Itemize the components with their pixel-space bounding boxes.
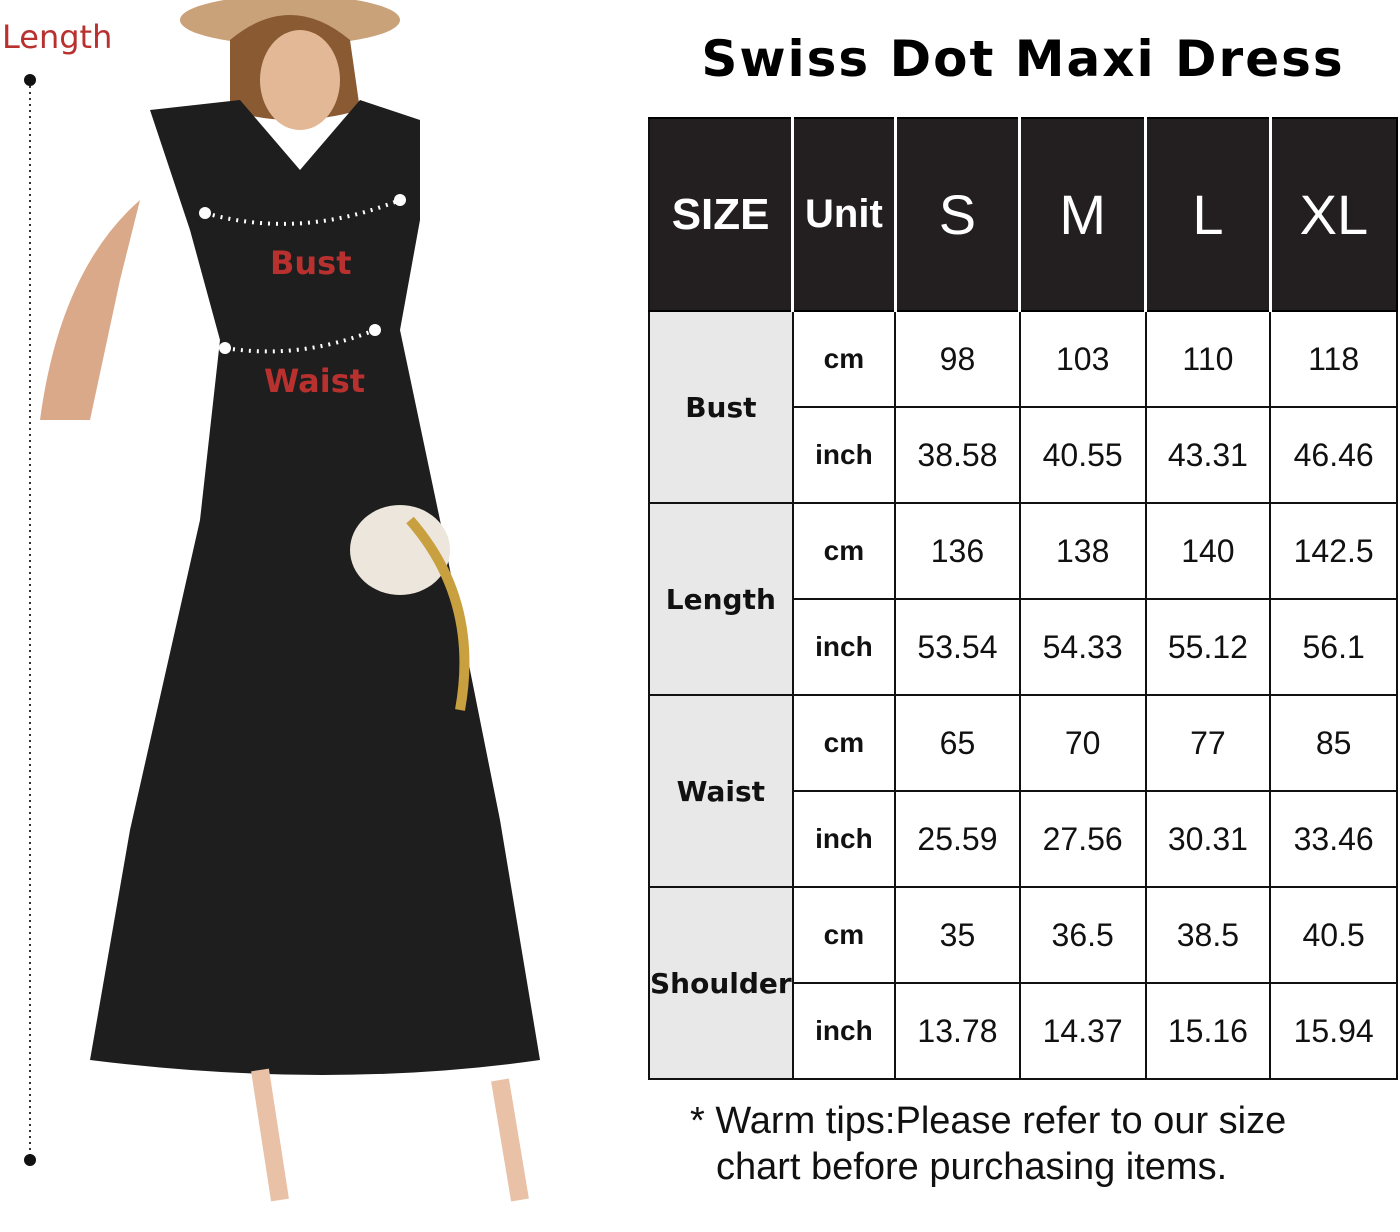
unit-label: inch <box>791 790 897 888</box>
size-value: 138 <box>1018 502 1147 600</box>
tips-line-1: * Warm tips:Please refer to our size <box>690 1100 1287 1142</box>
model-photo <box>0 0 640 1232</box>
size-value: 54.33 <box>1018 598 1147 696</box>
size-value: 33.46 <box>1269 790 1398 888</box>
size-value: 56.1 <box>1269 598 1398 696</box>
unit-label: inch <box>791 406 897 504</box>
size-value: 38.5 <box>1144 886 1272 984</box>
table-row: inch 13.78 14.37 15.16 15.94 <box>649 982 1398 1080</box>
length-label: Length <box>2 18 113 56</box>
measure-label: Shoulder <box>648 886 794 1080</box>
table-row: inch 38.58 40.55 43.31 46.46 <box>649 406 1398 504</box>
waist-label: Waist <box>264 362 366 400</box>
size-value: 40.55 <box>1018 406 1147 504</box>
size-value: 85 <box>1269 694 1398 792</box>
dress <box>90 100 540 1075</box>
size-value: 43.31 <box>1144 406 1272 504</box>
unit-label: cm <box>791 694 897 792</box>
warm-tips: * Warm tips:Please refer to our size cha… <box>690 1098 1286 1190</box>
size-value: 46.46 <box>1269 406 1398 504</box>
unit-label: cm <box>791 310 897 408</box>
size-value: 110 <box>1144 310 1272 408</box>
size-value: 53.54 <box>894 598 1021 696</box>
size-value: 55.12 <box>1144 598 1272 696</box>
size-value: 15.94 <box>1269 982 1398 1080</box>
size-value: 15.16 <box>1144 982 1272 1080</box>
size-value: 14.37 <box>1018 982 1147 1080</box>
size-value: 13.78 <box>894 982 1021 1080</box>
size-value: 40.5 <box>1269 886 1398 984</box>
header-unit: Unit <box>791 117 897 312</box>
size-value: 103 <box>1018 310 1147 408</box>
size-value: 70 <box>1018 694 1147 792</box>
size-value: 77 <box>1144 694 1272 792</box>
header-m: M <box>1018 117 1147 312</box>
bust-label: Bust <box>270 244 352 282</box>
measure-label: Bust <box>648 310 794 504</box>
measure-label: Length <box>648 502 794 696</box>
size-value: 38.58 <box>894 406 1021 504</box>
table-row: Length cm 136 138 140 142.5 <box>648 502 1398 696</box>
header-l: L <box>1144 117 1272 312</box>
size-table: SIZE Unit S M L XL Bust cm 98 103 110 118 inch… <box>648 117 1398 1080</box>
table-row: inch 25.59 27.56 30.31 33.46 <box>649 790 1398 888</box>
header-xl: XL <box>1268 117 1398 312</box>
size-value: 136 <box>894 502 1021 600</box>
chart-title: Swiss Dot Maxi Dress <box>701 30 1345 88</box>
size-value: 118 <box>1269 310 1398 408</box>
unit-label: inch <box>791 982 897 1080</box>
table-row: Bust cm 98 103 110 118 <box>648 310 1398 504</box>
size-value: 142.5 <box>1269 502 1398 600</box>
table-row: Shoulder cm 35 36.5 38.5 40.5 <box>648 886 1398 1080</box>
size-value: 27.56 <box>1018 790 1147 888</box>
header-size: SIZE <box>648 117 794 312</box>
tips-line-2: chart before purchasing items. <box>716 1146 1228 1188</box>
size-value: 65 <box>894 694 1021 792</box>
size-value: 140 <box>1144 502 1272 600</box>
measure-label: Waist <box>648 694 794 888</box>
unit-label: cm <box>791 886 897 984</box>
unit-label: inch <box>791 598 897 696</box>
header-row: SIZE Unit S M L XL <box>648 117 1398 312</box>
size-value: 30.31 <box>1144 790 1272 888</box>
table-row: inch 53.54 54.33 55.12 56.1 <box>649 598 1398 696</box>
header-s: S <box>893 117 1021 312</box>
size-value: 36.5 <box>1018 886 1147 984</box>
size-value: 98 <box>894 310 1021 408</box>
size-value: 25.59 <box>894 790 1021 888</box>
size-value: 35 <box>894 886 1021 984</box>
table-row: Waist cm 65 70 77 85 <box>648 694 1398 888</box>
unit-label: cm <box>791 502 897 600</box>
